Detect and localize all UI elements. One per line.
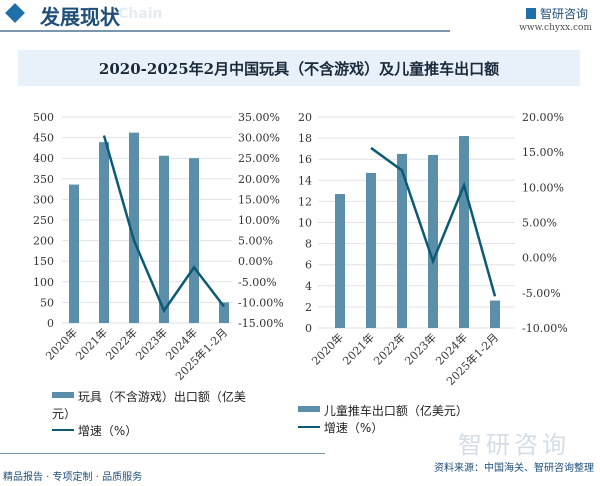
y-tick-label: 20 [298,111,312,124]
y-tick-label: 10 [298,217,312,230]
legend-line-label: 增速（%） [77,424,138,438]
y2-tick-label: -10.00% [238,296,284,309]
x-tick-label: 2022年 [103,325,140,362]
bar [366,172,376,328]
y2-tick-label: 15.00% [522,146,564,159]
y-tick-label: 0 [47,317,54,330]
footer-divider [0,453,325,454]
legend-line-label: 增速（%） [323,421,384,435]
x-tick-label: 2021年 [340,330,377,367]
y2-tick-label: 20.00% [238,173,280,186]
y2-tick-label: -5.00% [522,287,561,300]
y-tick-label: 400 [33,152,54,165]
section-subtitle: Chain [118,6,163,22]
y-tick-label: 14 [298,174,312,187]
y-tick-label: 4 [305,280,312,293]
bar [335,194,345,328]
x-tick-label: 2020年 [309,330,346,367]
y2-tick-label: 5.00% [522,217,557,230]
y-tick-label: 0 [305,322,312,335]
legend-line-item: 增速（%） [52,423,252,440]
source-note: 资料来源：中国海关、智研咨询整理 [434,463,594,474]
x-tick-label: 2021年 [73,325,110,362]
header-divider [0,30,450,32]
bar [99,142,109,323]
legend-line-swatch [298,426,320,428]
y-tick-label: 16 [298,153,312,166]
y-tick-label: 500 [33,111,54,124]
legend-right: 儿童推车出口额（亿美元） 增速（%） [298,403,518,437]
legend-line-swatch [52,429,74,431]
y2-tick-label: 0.00% [238,255,273,268]
watermark: 智研咨询 [458,431,570,459]
y-tick-label: 18 [298,132,312,145]
y2-tick-label: 5.00% [238,235,273,248]
x-tick-label: 2023年 [402,330,439,367]
y2-tick-label: 10.00% [238,214,280,227]
legend-line-item: 增速（%） [298,420,518,437]
legend-bar-item: 玩具（不含游戏）出口额（亿美元） [52,389,252,423]
y2-tick-label: 15.00% [238,193,280,206]
legend-bar-swatch [298,406,320,412]
logo-icon [525,8,536,19]
legend-bar-swatch [52,392,74,398]
y-tick-label: 100 [33,276,54,289]
y2-tick-label: 35.00% [238,111,280,124]
y-tick-label: 150 [33,255,54,268]
y-tick-label: 450 [33,132,54,145]
y2-tick-label: 0.00% [522,252,557,265]
legend-left: 玩具（不含游戏）出口额（亿美元） 增速（%） [52,389,252,440]
bar [129,132,139,323]
y-tick-label: 6 [305,259,312,272]
y2-tick-label: 20.00% [522,111,564,124]
bar [428,154,438,328]
y-tick-label: 300 [33,193,54,206]
y-tick-label: 350 [33,173,54,186]
y-tick-label: 8 [305,238,312,251]
y-tick-label: 12 [298,195,312,208]
brand-name: 智研咨询 [539,7,588,21]
y2-tick-label: 10.00% [522,181,564,194]
growth-line [102,135,225,314]
y-tick-label: 250 [33,214,54,227]
x-tick-label: 2023年 [133,325,170,362]
legend-bar-label: 玩具（不含游戏）出口额（亿美元） [52,390,246,421]
y2-tick-label: -15.00% [238,317,284,330]
chart-title: 2020-2025年2月中国玩具（不含游戏）及儿童推车出口额 [98,60,500,78]
y2-tick-label: 30.00% [238,132,280,145]
bar [459,135,469,328]
growth-line [370,146,497,297]
y-tick-label: 2 [305,301,312,314]
brand-url: www.chyxx.com [519,23,592,33]
y2-tick-label: -5.00% [238,276,277,289]
bar [69,184,79,323]
bar [189,158,199,323]
y-tick-label: 200 [33,235,54,248]
bar [490,300,500,328]
x-tick-label: 2022年 [371,330,408,367]
section-title: 发展现状 [40,5,120,29]
legend-bar-item: 儿童推车出口额（亿美元） [298,403,518,420]
brand-logo: 智研咨询 [525,5,588,22]
title-bar: 2020-2025年2月中国玩具（不含游戏）及儿童推车出口额 [18,50,580,86]
bar [219,302,229,323]
footer-slogan: 精品报告 · 专项定制 · 品质服务 [3,472,143,483]
bar [159,155,169,323]
bar [397,153,407,328]
y2-tick-label: -10.00% [522,322,568,335]
y-tick-label: 50 [40,296,54,309]
x-tick-label: 2020年 [43,325,80,362]
legend-bar-label: 儿童推车出口额（亿美元） [323,404,468,418]
y2-tick-label: 25.00% [238,152,280,165]
